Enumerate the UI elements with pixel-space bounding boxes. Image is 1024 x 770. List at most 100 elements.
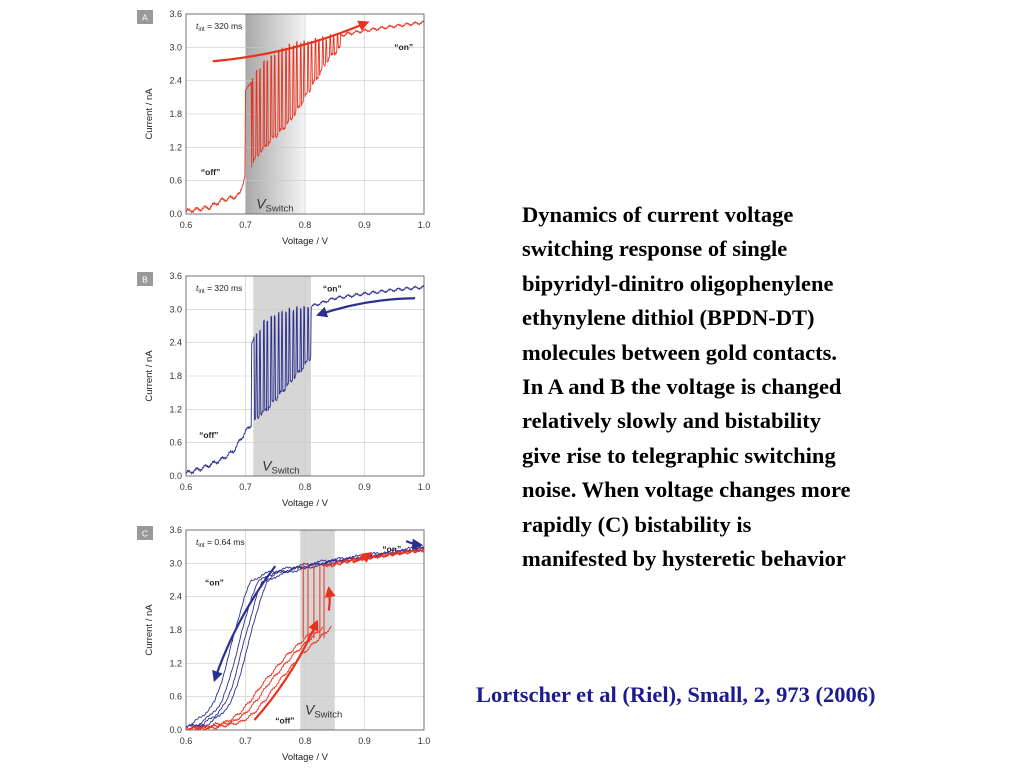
y-axis-label: Current / nA [144,88,155,140]
iv-trace [186,20,424,214]
state-annotation: “on” [323,284,342,294]
y-tick-label: 0.6 [169,438,182,448]
plot-frame [185,275,425,477]
figure-caption: Dynamics of current voltage switching re… [522,198,962,576]
integration-time-symbol: t [196,283,199,293]
sweep-arrow [316,297,416,318]
y-tick-label: 0.0 [169,725,182,735]
caption-line: relatively slowly and bistability [522,408,821,434]
chart-panel-b: 0.6 0.7 0.8 0.9 1.0 0.0 0.6 1.2 1.8 2.4 3.0 3.6 Volt… [0,262,470,516]
plot-frame [185,13,425,215]
x-axis-label: Voltage / V [282,236,329,247]
caption-line: In A and B the voltage is changed [522,374,842,400]
sweep-arrow [352,552,373,564]
integration-time-symbol: t [196,21,199,31]
x-axis-label: Voltage / V [282,498,329,509]
x-tick-label: 0.9 [358,482,371,492]
x-tick-label: 0.7 [239,736,252,746]
y-axis-label: Current / nA [144,604,155,656]
x-tick-label: 0.6 [180,482,193,492]
integration-time-value: = 320 ms [205,283,243,293]
y-axis-label: Current / nA [144,350,155,402]
citation: Lortscher et al (Riel), Small, 2, 973 (2… [476,682,876,707]
caption-line: ethynylene dithiol (BPDN-DT) [522,305,815,331]
v-switch-symbol: V [262,457,273,473]
state-annotation: “on” [382,544,401,554]
x-tick-label: 0.8 [299,482,312,492]
x-tick-label: 1.0 [418,736,431,746]
caption-line: manifested by hysteretic behavior [522,546,846,572]
y-tick-label: 3.6 [169,9,182,19]
y-tick-label: 3.0 [169,42,182,52]
sweep-arrow [253,619,319,721]
integration-time-label: tint = 320 ms [196,21,242,33]
y-tick-label: 0.0 [169,471,182,481]
v-switch-subscript: Switch [266,203,294,214]
x-tick-label: 0.9 [358,736,371,746]
caption-line: molecules between gold contacts. [522,339,837,365]
integration-time-subscript: int [198,289,205,295]
hysteresis-branch [193,625,332,730]
state-annotation: “off” [199,430,218,440]
v-switch-label: VSwitch [256,195,293,214]
integration-time-subscript: int [198,27,205,33]
sweep-arrow [212,565,277,683]
panel-label: C [142,529,148,539]
y-tick-label: 1.2 [169,404,182,414]
caption-line: switching response of single [522,236,788,262]
integration-time-symbol: t [196,537,199,547]
iv-trace [186,285,424,475]
panel-label: A [142,13,148,23]
state-annotation: “on” [394,42,413,52]
x-tick-label: 0.6 [180,736,193,746]
x-tick-label: 0.8 [299,736,312,746]
y-tick-label: 2.4 [169,338,182,348]
v-switch-label: VSwitch [262,457,299,476]
chart-svg: 0.6 0.7 0.8 0.9 1.00.00.61.21.82.43.03.6Volt… [137,525,431,763]
y-tick-label: 0.6 [169,692,182,702]
y-tick-label: 1.8 [169,109,182,119]
panel-label-box [137,10,153,24]
panel-label-box [137,526,153,540]
y-tick-label: 0.0 [169,209,182,219]
state-annotation: “off” [275,715,294,725]
chart-panel-c: 0.6 0.7 0.8 0.9 1.0 0.0 0.6 1.2 1.8 2.4 3.0 3.6 Volt… [0,516,470,770]
caption-line: bipyridyl-dinitro oligophenylene [522,270,834,296]
integration-time-label: tint = 0.64 ms [196,537,245,549]
sweep-arrow [405,538,424,550]
y-tick-label: 0.6 [169,176,182,186]
panel-label-box [137,272,153,286]
caption-line: rapidly (C) bistability is [522,511,752,537]
chart-panel-a: 0.6 0.7 0.8 0.9 1.0 0.0 0.6 1.2 1.8 2.4 3.0 3.6 Volt… [0,0,470,254]
x-tick-label: 0.7 [239,220,252,230]
panel-label: B [142,275,148,285]
hysteresis-branch [186,625,318,730]
caption-line: Dynamics of current voltage [522,202,794,227]
y-tick-label: 1.2 [169,142,182,152]
x-tick-label: 0.9 [358,220,371,230]
x-tick-label: 1.0 [418,482,431,492]
y-tick-label: 3.6 [169,525,182,535]
x-tick-label: 0.7 [239,482,252,492]
chart-svg: 0.6 0.7 0.8 0.9 1.00.00.61.21.82.43.03.6Volt… [137,271,431,509]
state-annotation: “on” [205,578,224,588]
y-tick-label: 3.0 [169,304,182,314]
sweep-arrow [212,20,370,63]
plot-frame [185,529,425,731]
v-switch-subscript: Switch [272,465,300,476]
y-tick-label: 3.0 [169,558,182,568]
hysteresis-branch [186,626,324,730]
caption-line: noise. When voltage changes more [522,477,851,503]
integration-time-value: = 320 ms [205,21,243,31]
state-annotation: “off” [201,167,220,177]
y-tick-label: 2.4 [169,76,182,86]
integration-time-subscript: int [198,543,205,549]
y-tick-label: 1.8 [169,625,182,635]
integration-time-label: tint = 320 ms [196,283,242,295]
y-tick-label: 2.4 [169,592,182,602]
x-tick-label: 1.0 [418,220,431,230]
chart-svg: 0.6 0.7 0.8 0.9 1.00.00.61.21.82.43.03.6Volt… [137,9,431,247]
y-tick-label: 3.6 [169,271,182,281]
integration-time-value: = 0.64 ms [205,537,245,547]
x-tick-label: 0.8 [299,220,312,230]
